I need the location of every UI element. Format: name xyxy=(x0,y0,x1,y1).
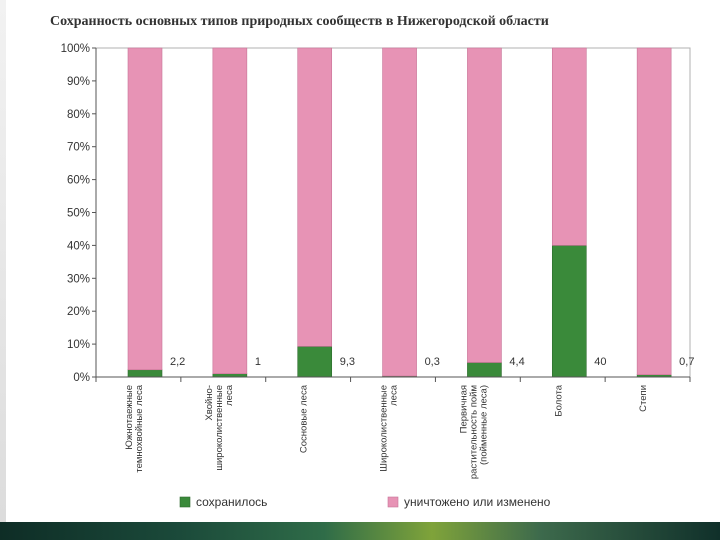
bar-destroyed xyxy=(636,47,672,375)
bar-preserved xyxy=(467,362,502,378)
value-label: 1 xyxy=(255,356,261,368)
bar-preserved xyxy=(127,369,163,378)
bar-preserved xyxy=(297,346,333,378)
y-tick-label: 0% xyxy=(73,372,90,384)
value-label: 9,3 xyxy=(340,356,355,368)
stacked-bar-chart: 0% 10% 20% 30% 40% 50% 60% 70% 80% 90% 100% 2,2 Южно… xyxy=(61,43,695,509)
y-tick-label: 10% xyxy=(67,339,90,351)
y-tick-label: 30% xyxy=(67,273,90,285)
bar-destroyed xyxy=(551,47,587,246)
y-tick-label: 60% xyxy=(67,175,90,187)
legend-label-preserved: сохранилось xyxy=(196,495,267,509)
legend-label-destroyed: уничтожено или изменено xyxy=(404,495,551,509)
category-label: Южнотаежныетемнохвойные леса xyxy=(124,384,145,472)
category-label: Широколиственныелеса xyxy=(379,384,400,471)
chart-title: Сохранность основных типов природных соо… xyxy=(50,14,549,29)
slide-decor-bar xyxy=(0,522,720,540)
slide-left-edge xyxy=(0,0,6,522)
value-label: 0,3 xyxy=(425,356,440,368)
value-label: 4,4 xyxy=(509,356,524,368)
legend-swatch-preserved xyxy=(179,496,191,508)
bar-destroyed xyxy=(467,47,502,363)
bar-preserved xyxy=(551,245,587,378)
bar-destroyed xyxy=(297,47,333,347)
y-tick-label: 100% xyxy=(61,43,90,55)
y-tick-label: 90% xyxy=(67,76,90,88)
category-label: Первичнаярастительность пойм(пойменные л… xyxy=(458,385,489,479)
category-label: Болота xyxy=(553,384,564,416)
y-tick-label: 80% xyxy=(67,109,90,121)
y-tick-label: 20% xyxy=(67,306,90,318)
bar-destroyed xyxy=(382,47,417,377)
y-tick-label: 70% xyxy=(67,142,90,154)
value-label: 0,7 xyxy=(679,356,694,368)
category-label: Степи xyxy=(638,385,649,412)
y-tick-label: 50% xyxy=(67,208,90,220)
category-label: Сосновые леса xyxy=(299,384,310,453)
y-tick-label: 40% xyxy=(67,240,90,252)
category-label: Хвойно-широколиственныелеса xyxy=(204,384,235,470)
bar-destroyed xyxy=(127,47,163,371)
value-label: 40 xyxy=(594,356,606,368)
legend-swatch-destroyed xyxy=(387,496,399,508)
bar-destroyed xyxy=(212,47,248,375)
value-label: 2,2 xyxy=(170,356,185,368)
